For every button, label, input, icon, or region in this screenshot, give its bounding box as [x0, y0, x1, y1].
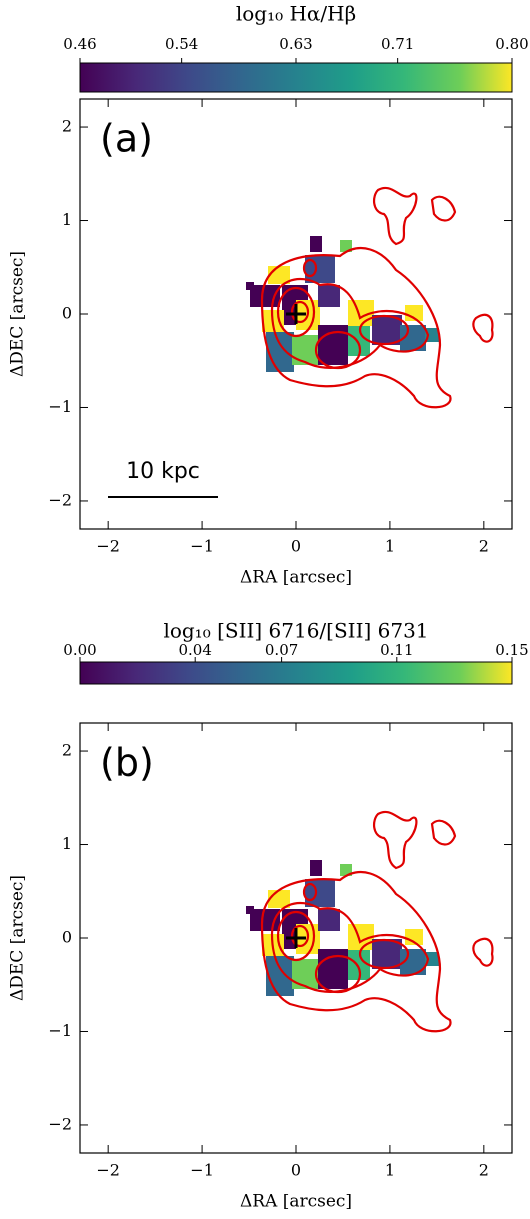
y-tick-label: 2 [62, 117, 72, 136]
colorbar-tick-label: 0.80 [495, 35, 528, 53]
x-axis-label: ΔRA [arcsec] [240, 1192, 352, 1212]
colorbar [79, 661, 513, 685]
colorbar-tick-label: 0.63 [279, 35, 312, 53]
colorbar-tick-label: 0.04 [178, 641, 211, 659]
colorbar-title: log₁₀ [SII] 6716/[SII] 6731 [163, 619, 428, 643]
colorbar-tick-label: 0.00 [63, 641, 96, 659]
x-tick-label: 2 [479, 1161, 489, 1180]
panel-label: (b) [100, 741, 154, 785]
colorbar [79, 62, 513, 93]
y-tick-label: 1 [62, 834, 72, 853]
y-tick-label: −1 [48, 397, 72, 416]
colorbar-tick-label: 0.71 [381, 35, 414, 53]
colorbar-tick-label: 0.15 [495, 641, 528, 659]
y-tick-label: 1 [62, 210, 72, 229]
colorbar-tick-label: 0.54 [165, 35, 198, 53]
colorbar-tick-label: 0.46 [63, 35, 96, 53]
colorbar-tick-label: 0.07 [265, 641, 298, 659]
y-tick-label: 2 [62, 741, 72, 760]
x-tick-label: 1 [385, 537, 395, 556]
y-tick-label: −1 [48, 1021, 72, 1040]
x-tick-label: 1 [385, 1161, 395, 1180]
y-axis-label: ΔDEC [arcsec] [8, 875, 28, 1001]
colorbar-tick-label: 0.11 [380, 641, 413, 659]
y-tick-label: −2 [48, 490, 72, 509]
panel-label: (a) [100, 117, 153, 161]
x-tick-label: 0 [291, 1161, 301, 1180]
x-axis-label: ΔRA [arcsec] [240, 568, 352, 588]
y-tick-label: −2 [48, 1114, 72, 1133]
y-tick-label: 0 [62, 304, 72, 323]
x-tick-label: −1 [190, 1161, 214, 1180]
y-tick-label: 0 [62, 928, 72, 947]
x-tick-label: −2 [96, 537, 120, 556]
y-axis-label: ΔDEC [arcsec] [8, 251, 28, 377]
x-tick-label: 0 [291, 537, 301, 556]
scale-bar-label: 10 kpc [126, 459, 200, 484]
colorbar-title: log₁₀ Hα/Hβ [236, 2, 356, 26]
x-tick-label: −1 [190, 537, 214, 556]
panel-b-map [244, 810, 495, 1033]
x-tick-label: −2 [96, 1161, 120, 1180]
x-tick-label: 2 [479, 537, 489, 556]
panel-a-map [244, 186, 495, 409]
